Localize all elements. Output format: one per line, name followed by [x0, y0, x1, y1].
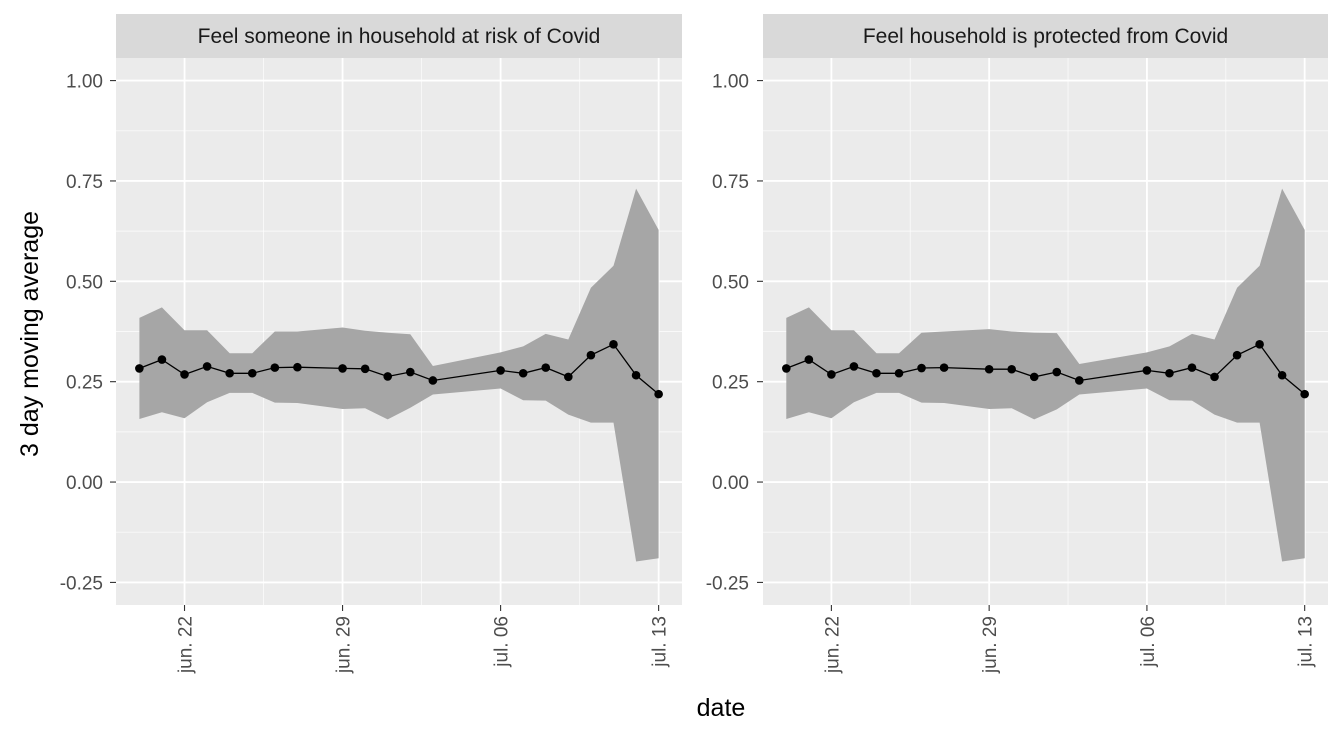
- y-axis-title: 3 day moving average: [16, 211, 44, 457]
- y-tick-label: 0.50: [66, 272, 103, 293]
- facet-title: Feel someone in household at risk of Cov…: [198, 25, 601, 48]
- y-tick-label: 0.25: [66, 373, 103, 394]
- x-tick-label: jun. 22: [822, 616, 843, 674]
- x-tick-label: jul. 06: [1138, 616, 1159, 668]
- data-point: [225, 368, 234, 378]
- x-tick-label: jul. 13: [1296, 616, 1317, 668]
- data-point: [564, 372, 573, 382]
- y-tick-label: 0.25: [712, 373, 749, 394]
- y-tick-label: -0.25: [60, 573, 103, 594]
- data-point: [1075, 376, 1084, 385]
- data-point: [405, 367, 415, 377]
- data-point: [1255, 340, 1264, 349]
- facet-panel-1: Feel someone in household at risk of Cov…: [60, 14, 682, 674]
- confidence-band: [139, 188, 659, 562]
- facet-title: Feel household is protected from Covid: [863, 25, 1228, 48]
- facet-strip: [763, 14, 1328, 58]
- data-point: [939, 363, 949, 372]
- y-tick-label: 1.00: [66, 72, 103, 93]
- y-tick-label: 0.00: [712, 473, 749, 494]
- data-point: [1142, 366, 1152, 375]
- y-tick-label: 1.00: [712, 72, 749, 93]
- data-point: [1052, 367, 1062, 377]
- data-point: [804, 355, 814, 364]
- x-tick-label: jul. 06: [492, 616, 513, 668]
- data-point: [383, 372, 393, 381]
- data-point: [428, 376, 438, 385]
- data-point: [202, 362, 212, 371]
- x-axis-title: date: [697, 694, 746, 722]
- data-point: [654, 389, 663, 399]
- data-point: [849, 362, 859, 371]
- data-point: [1277, 370, 1287, 380]
- data-point: [1029, 372, 1039, 382]
- data-point: [496, 366, 505, 375]
- data-point: [180, 370, 189, 379]
- data-point: [518, 368, 528, 378]
- data-point: [1300, 389, 1309, 399]
- data-point: [1232, 350, 1242, 360]
- data-point: [541, 363, 551, 372]
- data-point: [631, 370, 641, 380]
- data-point: [1210, 372, 1219, 382]
- data-point: [609, 340, 618, 349]
- data-point: [917, 363, 926, 373]
- data-point: [872, 368, 881, 378]
- data-point: [782, 364, 791, 373]
- data-point: [984, 364, 994, 374]
- y-tick-label: 0.75: [712, 172, 749, 193]
- y-tick-label: -0.25: [706, 573, 749, 594]
- data-point: [1007, 364, 1016, 374]
- data-point: [894, 368, 904, 378]
- data-point: [338, 364, 347, 373]
- facet-panel-2: Feel household is protected from Covid -0…: [706, 14, 1328, 674]
- x-tick-label: jul. 13: [650, 616, 671, 668]
- y-tick-label: 0.75: [66, 172, 103, 193]
- x-tick-label: jun. 29: [334, 616, 355, 674]
- data-point: [360, 364, 370, 374]
- data-point: [293, 362, 302, 372]
- data-point: [270, 363, 280, 372]
- data-point: [827, 370, 836, 379]
- data-point: [157, 355, 167, 364]
- x-tick-label: jun. 22: [176, 616, 197, 674]
- y-tick-label: 0.00: [66, 473, 103, 494]
- data-point: [135, 364, 144, 373]
- data-point: [1165, 368, 1174, 378]
- data-point: [586, 350, 596, 360]
- data-point: [1187, 363, 1197, 372]
- y-tick-label: 0.50: [712, 272, 749, 293]
- data-point: [247, 368, 257, 378]
- facet-strip: [116, 14, 682, 58]
- x-tick-label: jun. 29: [980, 616, 1001, 674]
